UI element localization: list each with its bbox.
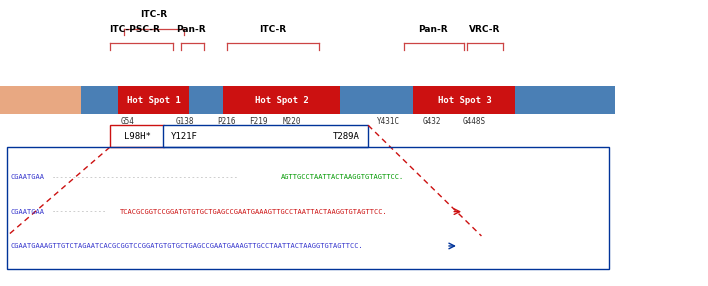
Text: G54: G54 [120,117,135,126]
Text: ITC-PSC-R: ITC-PSC-R [109,25,160,34]
Bar [118,86,189,114]
Text: F219: F219 [249,117,268,126]
Bar [379,86,413,114]
Bar [7,147,609,269]
Bar [223,86,340,114]
Text: TCACGCGGTCCGGATGTGTGCTGAGCCGAATGAAAGTTGCCTAATTACTAAGGTGTAGTTCC.: TCACGCGGTCCGGATGTGTGCTGAGCCGAATGAAAGTTGC… [120,209,388,214]
Text: CGAATGAA: CGAATGAA [11,174,45,180]
Text: --------------------------------------------: ----------------------------------------… [52,174,239,180]
Text: G448S: G448S [463,117,486,126]
Bar [572,86,615,114]
Bar [110,125,164,147]
Text: Pan-R: Pan-R [176,25,206,34]
Bar [163,125,368,147]
Text: Hot Spot 2: Hot Spot 2 [255,96,309,105]
Text: Y121F: Y121F [171,132,198,141]
Text: -------------: ------------- [52,209,108,214]
Text: T289A: T289A [333,132,360,141]
Text: AGTTGCCTAATTACTAAGGTGTAGTTCC.: AGTTGCCTAATTACTAAGGTGTAGTTCC. [281,174,404,180]
Bar [81,86,118,114]
Bar [537,86,572,114]
Text: L98H*: L98H* [124,132,150,141]
Text: CGAATGAAAGTTGTCTAGAATCACGCGGTCCGGATGTGTGCTGAGCCGAATGAAAGTTGCCTAATTACTAAGGTGTAGTT: CGAATGAAAGTTGTCTAGAATCACGCGGTCCGGATGTGTG… [11,243,363,249]
Text: CGAATGAA: CGAATGAA [11,209,45,214]
Text: P216: P216 [217,117,236,126]
Text: Hot Spot 3: Hot Spot 3 [438,96,491,105]
Text: G432: G432 [423,117,441,126]
Text: ITC-R: ITC-R [140,10,167,19]
Bar [340,86,379,114]
Text: VRC-R: VRC-R [469,25,501,34]
Bar [189,86,223,114]
Bar [413,86,515,114]
Bar [515,86,537,114]
Bar [0,86,81,114]
Text: M220: M220 [282,117,301,126]
Text: Y431C: Y431C [377,117,399,126]
Text: Pan-R: Pan-R [418,25,448,34]
Text: Hot Spot 1: Hot Spot 1 [127,96,181,105]
Text: G138: G138 [176,117,194,126]
Text: ITC-R: ITC-R [259,25,286,34]
